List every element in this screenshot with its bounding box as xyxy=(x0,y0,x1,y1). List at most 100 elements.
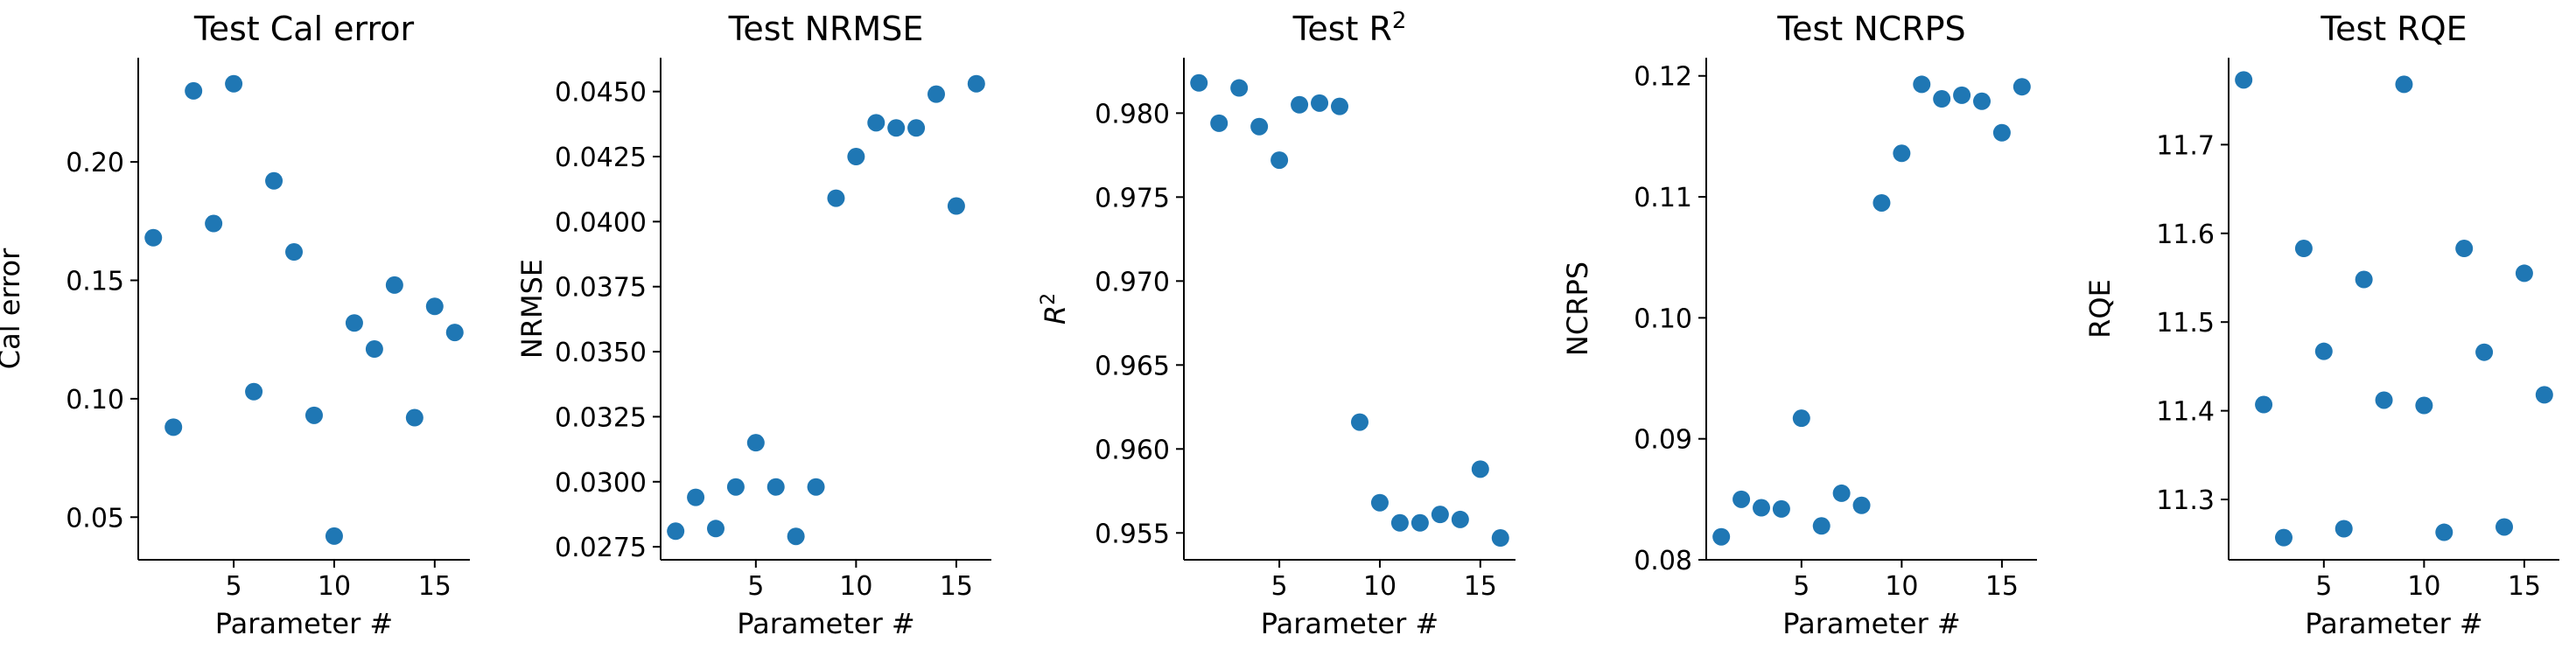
data-point xyxy=(667,522,685,541)
y-tick-label: 0.970 xyxy=(1095,267,1170,297)
data-point xyxy=(1370,493,1389,512)
chart-title-text: Test RQE xyxy=(2320,10,2467,48)
y-tick-label: 0.10 xyxy=(66,385,124,415)
chart-title-text: Test Cal error xyxy=(193,10,415,48)
data-point xyxy=(766,478,785,496)
y-tick-label: 0.0275 xyxy=(555,533,647,563)
y-tick-label: 0.08 xyxy=(1634,546,1692,576)
x-tick-label: 15 xyxy=(2508,571,2541,602)
y-axis-label-text: NRMSE xyxy=(515,259,549,359)
data-point xyxy=(1953,86,1971,104)
y-tick-label: 0.960 xyxy=(1095,435,1170,465)
x-tick-label: 10 xyxy=(1363,571,1396,602)
data-point xyxy=(2375,391,2393,409)
data-point xyxy=(787,527,805,546)
x-tick-label: 5 xyxy=(226,571,242,602)
data-point xyxy=(1350,413,1368,431)
y-tick-label: 0.955 xyxy=(1095,519,1170,549)
data-point xyxy=(385,276,403,294)
data-point xyxy=(746,434,765,452)
data-point xyxy=(345,314,363,332)
x-tick-label: 5 xyxy=(1271,571,1288,602)
data-point xyxy=(1491,529,1509,548)
data-point xyxy=(265,171,284,190)
data-point xyxy=(707,520,724,538)
x-tick-label: 10 xyxy=(839,571,872,602)
data-point xyxy=(304,406,323,424)
data-point xyxy=(867,114,886,132)
y-tick-label: 0.12 xyxy=(1634,62,1692,93)
data-point xyxy=(1410,513,1429,532)
data-point xyxy=(2334,520,2353,538)
data-point xyxy=(1812,517,1830,535)
data-point xyxy=(1992,123,2011,142)
y-tick-label: 0.0300 xyxy=(555,468,647,499)
data-point xyxy=(365,340,383,359)
data-point xyxy=(2314,342,2333,360)
data-point xyxy=(185,81,203,100)
data-point xyxy=(2235,71,2253,89)
x-tick-label: 10 xyxy=(318,571,351,602)
y-tick-label: 0.0325 xyxy=(555,402,647,433)
x-tick-label: 15 xyxy=(940,571,973,602)
y-tick-label: 11.7 xyxy=(2156,130,2215,161)
data-point xyxy=(847,148,865,166)
x-axis-label: Parameter # xyxy=(1782,607,1960,640)
y-axis-label-superscript: 2 xyxy=(1038,293,1060,305)
chart-title: Test Cal error xyxy=(193,10,415,48)
y-axis-label: Cal error xyxy=(0,248,26,369)
data-point xyxy=(2475,343,2494,361)
data-point xyxy=(1331,97,1349,115)
data-point xyxy=(2012,78,2031,96)
chart-title: Test NRMSE xyxy=(728,10,924,48)
x-axis-label: Parameter # xyxy=(215,607,393,640)
chart-title: Test R2 xyxy=(1292,8,1407,48)
y-tick-label: 11.4 xyxy=(2156,397,2215,428)
data-point xyxy=(325,527,343,545)
x-tick-label: 5 xyxy=(747,571,764,602)
data-point xyxy=(1451,510,1469,528)
y-tick-label: 0.0350 xyxy=(555,338,647,368)
y-tick-label: 0.0375 xyxy=(555,273,647,304)
data-point xyxy=(1311,94,1329,112)
data-point xyxy=(2255,395,2273,414)
y-tick-label: 0.0450 xyxy=(555,78,647,108)
data-point xyxy=(1913,75,1931,94)
y-tick-label: 0.965 xyxy=(1095,351,1170,381)
x-tick-label: 5 xyxy=(2315,571,2332,602)
data-point xyxy=(947,197,965,215)
y-axis-label-text: Cal error xyxy=(0,248,26,369)
data-point xyxy=(1390,513,1409,532)
y-tick-label: 0.11 xyxy=(1634,183,1692,213)
data-point xyxy=(2496,518,2513,536)
data-point xyxy=(144,228,163,247)
data-point xyxy=(1190,73,1208,92)
x-tick-label: 15 xyxy=(1985,571,2019,602)
x-tick-label: 10 xyxy=(2407,571,2440,602)
chart-title-text: Test NCRPS xyxy=(1776,10,1965,48)
x-tick-label: 15 xyxy=(1464,571,1497,602)
y-tick-label: 0.05 xyxy=(66,503,124,534)
data-point xyxy=(205,214,223,233)
data-point xyxy=(1230,79,1249,97)
chart-panel-1: Test Cal error 5 10 15 0.05 0.10 0.15 0.20 Param… xyxy=(0,10,470,640)
data-point xyxy=(1852,496,1871,514)
x-axis-label: Parameter # xyxy=(2305,607,2482,640)
data-point xyxy=(405,408,424,427)
data-point xyxy=(1471,460,1489,478)
chart-title-text: Test NRMSE xyxy=(728,10,924,48)
y-tick-label: 11.3 xyxy=(2156,485,2215,516)
data-point xyxy=(967,74,985,93)
data-point xyxy=(1832,484,1851,502)
x-axis-label: Parameter # xyxy=(737,607,914,640)
data-point xyxy=(1270,151,1289,170)
y-tick-label: 0.15 xyxy=(66,267,124,297)
x-tick-label: 5 xyxy=(1793,571,1810,602)
data-point xyxy=(1210,114,1228,132)
y-axis-label-text: NCRPS xyxy=(1561,262,1594,356)
data-point xyxy=(928,85,945,103)
y-tick-label: 0.10 xyxy=(1634,304,1692,334)
data-point xyxy=(2395,75,2413,94)
data-point xyxy=(285,243,304,262)
data-point xyxy=(2535,386,2553,404)
